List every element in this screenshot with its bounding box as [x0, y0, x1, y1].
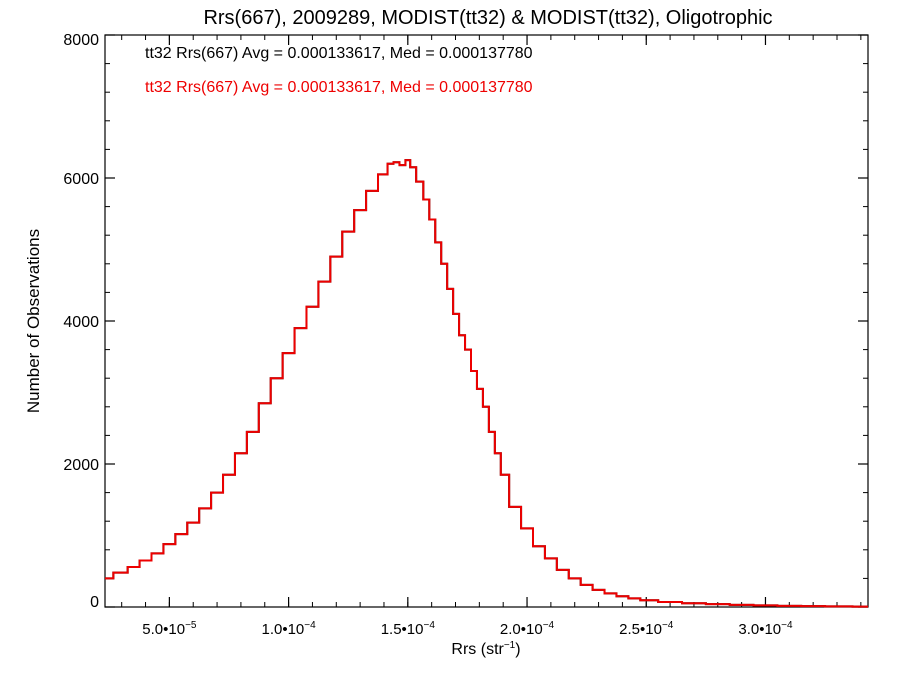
- y-tick-label: 4000: [63, 314, 99, 331]
- plot-frame: [104, 34, 869, 608]
- x-tick-label: 2.0•10−4: [500, 620, 555, 638]
- x-tick-label: 3.0•10−4: [738, 620, 793, 638]
- y-tick-label: 6000: [63, 171, 99, 188]
- x-tick-label: 1.0•10−4: [261, 620, 316, 638]
- x-axis-label-suffix: ): [515, 641, 520, 658]
- y-tick-label: 2000: [63, 457, 99, 474]
- annotation-line-1: tt32 Rrs(667) Avg = 0.000133617, Med = 0…: [145, 45, 533, 62]
- chart-title: Rrs(667), 2009289, MODIST(tt32) & MODIST…: [203, 7, 772, 29]
- x-tick-label: 5.0•10−5: [142, 620, 197, 638]
- y-tick-label: 8000: [63, 32, 99, 49]
- x-axis-label-text: Rrs (str: [451, 641, 504, 658]
- x-axis: 5.0•10−5 1.0•10−4 1.5•10−4 2.0•10−4 2.5•10−4…: [121, 35, 862, 638]
- x-tick-label: 1.5•10−4: [381, 620, 436, 638]
- x-tick-label: 2.5•10−4: [619, 620, 674, 638]
- histogram-line-black: [105, 159, 868, 608]
- histogram-series: [105, 159, 868, 608]
- y-axis-label: Number of Observations: [24, 229, 43, 413]
- x-axis-label: Rrs (str−1): [451, 640, 520, 658]
- y-axis: 0 2000 4000 6000 8000: [63, 32, 868, 611]
- histogram-line-red: [105, 159, 868, 608]
- y-tick-label: 0: [90, 594, 99, 611]
- x-axis-label-exponent: −1: [504, 640, 516, 651]
- annotation-line-2: tt32 Rrs(667) Avg = 0.000133617, Med = 0…: [145, 79, 533, 96]
